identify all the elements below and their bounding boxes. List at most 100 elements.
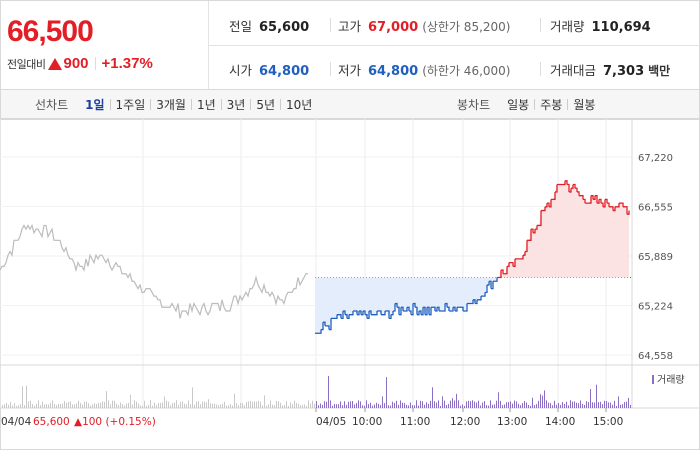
volume-bar	[608, 402, 609, 408]
volume-bar	[138, 403, 139, 408]
volume-bar	[492, 404, 493, 408]
line-chart-tabs: 선차트 1일 1주일 3개월 1년 3년 5년 10년	[35, 90, 317, 118]
volume-bar	[142, 405, 143, 408]
volume-bar	[234, 393, 235, 408]
tab-line-4[interactable]: 3년	[226, 97, 246, 112]
volume-bar	[102, 401, 103, 408]
volume-bar	[622, 404, 623, 408]
prev-day-line	[0, 223, 308, 319]
volume-bar	[548, 402, 549, 408]
prev-close-cell: 전일 65,600	[229, 16, 309, 35]
volume-bar	[572, 401, 573, 408]
trade-value-cell: 거래대금 7,303 백만	[550, 60, 670, 79]
volume-bar	[106, 391, 107, 408]
volume-bar	[306, 405, 307, 408]
volume-bar	[360, 401, 361, 408]
volume-bar	[170, 405, 171, 408]
high-cell: 고가 67,000 (상한가 85,200)	[338, 16, 510, 35]
volume-bar	[282, 405, 283, 408]
volume-bar	[168, 401, 169, 408]
prev-close-label: 전일	[229, 19, 253, 34]
volume-bar	[122, 403, 123, 408]
volume-bar	[146, 405, 147, 408]
volume-bar	[118, 404, 119, 408]
volume-bar	[630, 404, 631, 408]
volume-bar	[8, 404, 9, 408]
volume-bar	[592, 402, 593, 408]
volume-bar	[614, 400, 615, 408]
volume-bar	[432, 387, 433, 408]
volume-bar	[380, 405, 381, 408]
volume-bar	[320, 403, 321, 408]
trade-value-unit: 백만	[648, 64, 671, 78]
volume-bar	[186, 404, 187, 408]
volume-bar	[324, 401, 325, 408]
tab-divider	[190, 98, 192, 110]
volume-bar	[620, 404, 621, 408]
tab-divider	[150, 98, 152, 110]
volume-bar	[112, 400, 113, 408]
line-chart-label: 선차트	[35, 97, 69, 112]
volume-bar	[562, 402, 563, 408]
volume-bar	[428, 403, 429, 408]
volume-bar	[42, 401, 43, 408]
volume-bar	[594, 402, 595, 408]
volume-bar	[602, 404, 603, 408]
volume-bar	[504, 404, 505, 408]
volume-bar	[140, 405, 141, 408]
volume-bar	[114, 400, 115, 408]
tab-candle-1[interactable]: 주봉	[540, 97, 563, 112]
volume-bar	[120, 402, 121, 408]
volume-bar	[296, 402, 297, 408]
tab-line-2[interactable]: 3개월	[156, 97, 186, 112]
volume-bar	[188, 400, 189, 408]
volume-bar	[554, 400, 555, 408]
volume-bar	[388, 405, 389, 408]
prev-day-change: ▲100 (+0.15%)	[74, 416, 156, 428]
volume-bar	[200, 404, 201, 408]
volume-bar	[530, 405, 531, 408]
volume-bar	[294, 400, 295, 408]
volume-bar	[70, 401, 71, 408]
volume-bar	[90, 405, 91, 408]
volume-bar	[258, 400, 259, 408]
current-price: 66,500	[7, 15, 94, 48]
volume-bar	[50, 402, 51, 408]
tab-line-5[interactable]: 5년	[256, 97, 276, 112]
volume-bar	[284, 405, 285, 408]
volume-bar	[400, 400, 401, 408]
volume-bar	[190, 404, 191, 408]
tab-line-1[interactable]: 1주일	[115, 97, 146, 112]
volume-bar	[386, 377, 387, 408]
open-value: 64,800	[259, 64, 310, 79]
volume-bar	[108, 400, 109, 408]
volume-bar	[156, 405, 157, 408]
tab-line-6[interactable]: 10년	[286, 97, 313, 112]
volume-bar	[416, 400, 417, 408]
x-tick-label: 12:00	[450, 416, 480, 428]
volume-bar	[40, 405, 41, 408]
y-tick-label: 64,558	[638, 351, 673, 362]
volume-bar	[20, 404, 21, 408]
volume-bar	[448, 403, 449, 408]
tab-line-0[interactable]: 1일	[85, 97, 105, 112]
volume-bar	[128, 402, 129, 408]
tab-candle-2[interactable]: 월봉	[573, 97, 596, 112]
volume-bar	[588, 402, 589, 408]
volume-bar	[28, 401, 29, 408]
price-summary: 66,500 전일대비 900 +1.37% 전일 65,600 고가 67,0…	[0, 0, 700, 90]
volume-bar	[280, 402, 281, 408]
volume-bar	[330, 400, 331, 408]
volume-bar	[164, 396, 165, 408]
divider	[94, 57, 96, 70]
volume-bar	[58, 404, 59, 408]
volume-bar	[606, 401, 607, 408]
tab-line-3[interactable]: 1년	[196, 97, 216, 112]
tab-candle-0[interactable]: 일봉	[507, 97, 530, 112]
volume-bar	[184, 403, 185, 408]
volume-bar	[338, 404, 339, 408]
price-chart[interactable]: 67,220 66,555 65,889 65,224 64,558 거래량 04/05 10…	[0, 119, 700, 450]
upper-limit: (상한가 85,200)	[422, 20, 511, 34]
volume-bar	[340, 401, 341, 408]
volume-bar	[440, 405, 441, 408]
